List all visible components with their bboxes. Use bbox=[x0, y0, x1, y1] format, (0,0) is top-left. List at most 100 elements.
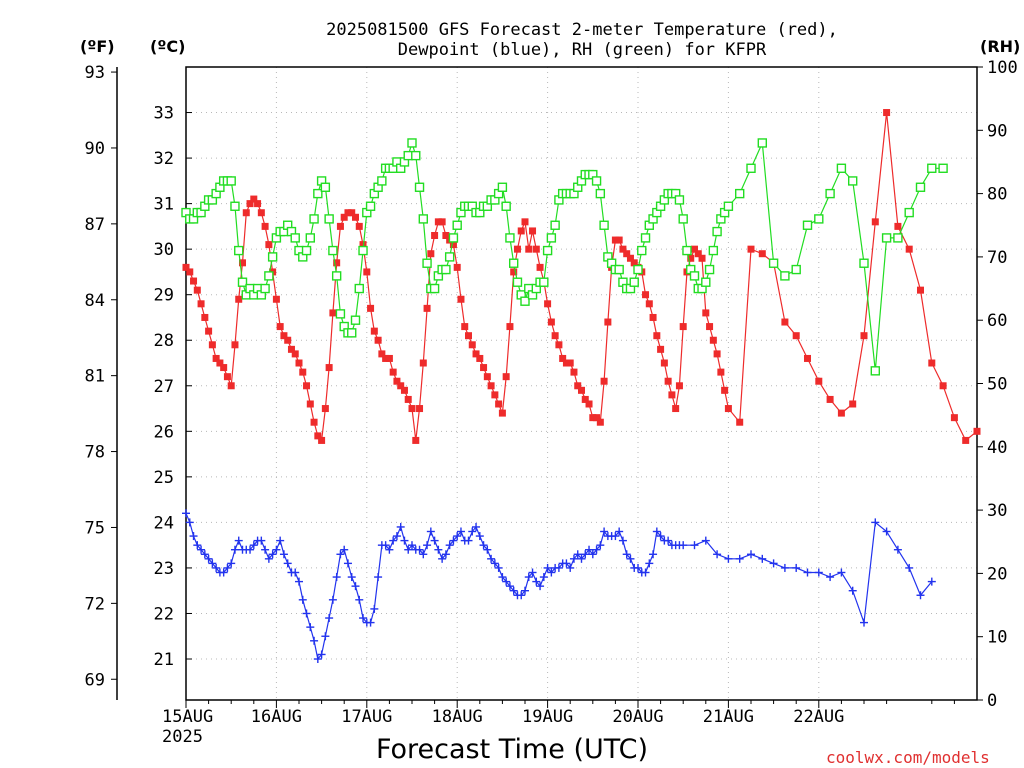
dewpoint-point bbox=[611, 532, 620, 541]
dewpoint-point bbox=[340, 545, 349, 554]
rh-point bbox=[328, 245, 338, 256]
temperature-point bbox=[495, 400, 503, 408]
temperature-point bbox=[950, 414, 958, 422]
temperature-point bbox=[687, 254, 695, 262]
dewpoint-point bbox=[652, 527, 661, 536]
temperature-point bbox=[570, 368, 578, 376]
celsius-tick-label: 28 bbox=[154, 331, 174, 351]
dewpoint-point bbox=[927, 577, 936, 586]
dewpoint-point bbox=[230, 545, 239, 554]
temperature-point bbox=[871, 218, 879, 226]
fahrenheit-tick-label: 93 bbox=[85, 63, 105, 83]
dewpoint-point bbox=[310, 636, 319, 645]
temperature-point bbox=[254, 200, 262, 208]
temperature-point bbox=[355, 222, 363, 230]
rh-tick-label: 50 bbox=[987, 375, 1007, 395]
dewpoint-point bbox=[905, 563, 914, 572]
dewpoint-point bbox=[445, 541, 454, 550]
dewpoint-point bbox=[479, 541, 488, 550]
dewpoint-point bbox=[197, 545, 206, 554]
dewpoint-point bbox=[200, 550, 209, 559]
celsius-tick-label: 25 bbox=[154, 468, 174, 488]
temperature-point bbox=[604, 318, 612, 326]
temperature-point bbox=[547, 318, 555, 326]
rh-point bbox=[290, 233, 300, 243]
temperature-point bbox=[642, 291, 650, 299]
dewpoint-point bbox=[566, 563, 575, 572]
temperature-point bbox=[314, 432, 322, 440]
temperature-point bbox=[736, 418, 744, 426]
temperature-point bbox=[623, 250, 631, 258]
rh-point bbox=[802, 220, 813, 230]
temperature-point bbox=[367, 304, 375, 312]
temperature-point bbox=[502, 373, 510, 381]
celsius-tick-label: 22 bbox=[154, 604, 174, 624]
temperature-point bbox=[917, 286, 924, 294]
chart-title-line1: 2025081500 GFS Forecast 2-meter Temperat… bbox=[326, 20, 838, 40]
temperature-point bbox=[826, 395, 834, 403]
temperature-point bbox=[694, 250, 702, 258]
rh-tick-label: 60 bbox=[987, 311, 1007, 331]
rh-point bbox=[237, 277, 248, 287]
dewpoint-point bbox=[234, 536, 243, 545]
dewpoint-point bbox=[434, 545, 443, 554]
dewpoint-point bbox=[404, 545, 413, 554]
temperature-point bbox=[201, 313, 209, 321]
dewpoint-point bbox=[701, 536, 710, 545]
fahrenheit-tick-label: 87 bbox=[85, 215, 105, 235]
temperature-point bbox=[265, 241, 273, 249]
temperature-point bbox=[649, 313, 657, 321]
dewpoint-point bbox=[626, 554, 635, 563]
temperature-point bbox=[239, 259, 246, 267]
rh-tick-label: 0 bbox=[987, 691, 997, 711]
dewpoint-point bbox=[204, 554, 213, 563]
temperature-point bbox=[615, 236, 623, 244]
temperature-point bbox=[393, 377, 401, 385]
dewpoint-point bbox=[882, 527, 891, 536]
dewpoint-point bbox=[456, 527, 465, 536]
rh-point bbox=[358, 245, 368, 256]
rh-point bbox=[735, 188, 745, 199]
dewpoint-point bbox=[355, 595, 364, 604]
temperature-point bbox=[318, 436, 326, 444]
temperature-point bbox=[849, 400, 857, 408]
temperature-point bbox=[442, 231, 450, 239]
temperature-point bbox=[585, 400, 593, 408]
rh-point bbox=[331, 271, 342, 281]
dewpoint-point bbox=[430, 536, 439, 545]
dewpoint-point bbox=[528, 568, 537, 577]
rh-point bbox=[595, 188, 606, 199]
temperature-point bbox=[962, 436, 970, 444]
dewpoint-point bbox=[426, 527, 435, 536]
temperature-point bbox=[630, 259, 638, 267]
fahrenheit-tick-label: 78 bbox=[85, 443, 105, 463]
rh-point bbox=[324, 214, 334, 224]
dewpoint-point bbox=[423, 541, 432, 550]
temperature-point bbox=[589, 414, 597, 422]
temperature-point bbox=[220, 364, 228, 372]
dewpoint-point bbox=[487, 554, 496, 563]
rh-point bbox=[881, 233, 892, 243]
fahrenheit-tick-label: 90 bbox=[85, 139, 105, 159]
dewpoint-point bbox=[302, 609, 311, 618]
temperature-point bbox=[352, 213, 359, 221]
dewpoint-point bbox=[615, 527, 624, 536]
fahrenheit-tick-label: 75 bbox=[85, 518, 105, 538]
temperature-point bbox=[566, 359, 574, 367]
temperature-point bbox=[551, 332, 559, 340]
rh-point bbox=[712, 226, 722, 237]
temperature-point bbox=[397, 382, 405, 390]
rh-point bbox=[848, 176, 858, 186]
temperature-point bbox=[284, 336, 292, 344]
temperature-point bbox=[235, 295, 243, 303]
rh-point bbox=[938, 163, 948, 173]
temperature-point bbox=[713, 350, 721, 358]
dewpoint-point bbox=[268, 550, 277, 559]
dewpoint-point bbox=[347, 573, 356, 582]
temperature-point bbox=[758, 250, 766, 258]
dewpoint-point bbox=[185, 518, 194, 527]
temperature-point bbox=[438, 218, 446, 226]
temperature-point bbox=[303, 382, 311, 390]
temperature-point bbox=[513, 245, 521, 253]
